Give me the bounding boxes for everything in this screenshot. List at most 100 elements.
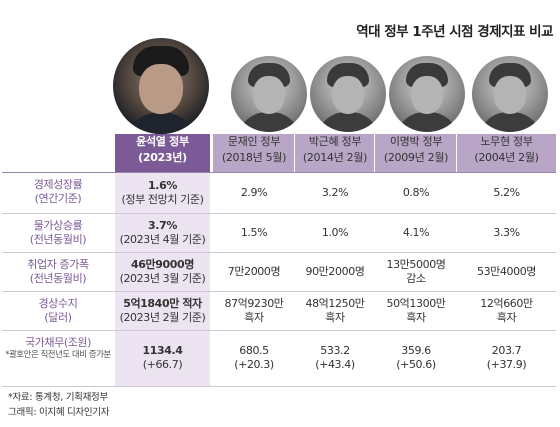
cell-line: 5억1840만 적자 xyxy=(123,296,202,310)
cell-line: (+37.9) xyxy=(486,358,527,371)
cell-line: 3.7% xyxy=(148,218,177,232)
row-divider xyxy=(2,330,556,331)
row-label-main: 국가채무(조원) xyxy=(24,336,92,349)
cell-line: 4.1% xyxy=(402,225,430,239)
cell-line: 0.8% xyxy=(402,185,430,199)
table-cell: 53만4000명 xyxy=(457,265,556,279)
cell-line: 50억1300만 xyxy=(386,296,446,310)
cell-line: 5.2% xyxy=(493,185,520,199)
cell-line: 87억9230만 xyxy=(224,296,284,310)
cell-line: 흑자 xyxy=(244,310,264,324)
table-cell: 3.3% xyxy=(457,226,556,240)
column-header-park: 박근혜 정부 (2014년 2월) xyxy=(295,134,375,170)
column-name: 이명박 정부 xyxy=(389,135,443,148)
header-divider xyxy=(456,134,457,172)
cell-line: 203.7 xyxy=(491,344,522,357)
row-label-main: 경제성장률 xyxy=(33,178,83,191)
cell-line: 1.0% xyxy=(321,225,349,239)
row-label-inflation: 물가상승률 (전년동월비) xyxy=(4,219,112,247)
cell-line: 13만5000명 xyxy=(386,257,446,271)
table-cell: 3.2% xyxy=(295,186,375,200)
cell-line: 3.2% xyxy=(321,185,349,199)
table-cell: 203.7 (+37.9) xyxy=(457,344,556,372)
portrait-park-icon xyxy=(310,56,386,132)
table-cell: 359.6 (+50.6) xyxy=(375,344,457,372)
table-cell: 1134.4 (+66.7) xyxy=(115,344,210,372)
table-cell: 2.9% xyxy=(213,186,295,200)
cell-line: 48억1250만 xyxy=(305,296,365,310)
row-label-employment: 취업자 증가폭 (전년동월비) xyxy=(4,258,112,286)
column-date: (2009년 2월) xyxy=(383,151,449,164)
cell-line: (+66.7) xyxy=(142,358,183,371)
table-cell: 50억1300만 흑자 xyxy=(375,297,457,325)
table-cell: 12억660만 흑자 xyxy=(457,297,556,325)
graphic-credit: 그래픽: 이지혜 디자인기자 xyxy=(8,407,110,418)
row-label-main: 경상수지 xyxy=(38,297,78,310)
cell-line: 2.9% xyxy=(240,185,268,199)
column-date: (2023년) xyxy=(138,151,187,164)
cell-line: 흑자 xyxy=(406,310,426,324)
row-label-note: *괄호안은 직전년도 대비 증가분 xyxy=(5,350,111,360)
header-divider xyxy=(374,134,375,172)
table-cell: 90만2000명 xyxy=(295,265,375,279)
column-date: (2014년 2월) xyxy=(302,151,368,164)
chart-title: 역대 정부 1주년 시점 경제지표 비교 xyxy=(356,24,553,40)
row-label-sub: (연간기준) xyxy=(34,192,82,205)
cell-line: (2023년 4월 기준) xyxy=(119,232,206,246)
column-header-moon: 문재인 정부 (2018년 5월) xyxy=(213,134,295,170)
cell-line: (2023년 3월 기준) xyxy=(119,271,206,285)
column-header-roh: 노무현 정부 (2004년 2월) xyxy=(457,134,556,170)
table-cell: 7만2000명 xyxy=(213,265,295,279)
row-label-current-account: 경상수지 (달러) xyxy=(4,297,112,325)
cell-line: 1.5% xyxy=(240,225,268,239)
table-cell: 3.7% (2023년 4월 기준) xyxy=(115,219,210,247)
table-cell: 0.8% xyxy=(375,186,457,200)
table-cell: 4.1% xyxy=(375,226,457,240)
row-divider xyxy=(2,386,556,387)
row-label-sub: (전년동월비) xyxy=(29,233,87,246)
cell-line: 53만4000명 xyxy=(476,264,537,278)
cell-line: (2023년 2월 기준) xyxy=(119,310,206,324)
portrait-moon-icon xyxy=(231,56,307,132)
cell-line: 680.5 xyxy=(239,344,269,357)
current-column-band xyxy=(115,134,210,387)
cell-line: 감소 xyxy=(406,271,426,285)
row-label-national-debt: 국가채무(조원) *괄호안은 직전년도 대비 증가분 xyxy=(4,336,112,360)
portrait-roh-icon xyxy=(472,56,548,132)
table-cell: 533.2 (+43.4) xyxy=(295,344,375,372)
row-divider xyxy=(2,172,556,173)
row-divider xyxy=(2,291,556,292)
cell-line: 533.2 xyxy=(320,344,350,357)
table-cell: 1.5% xyxy=(213,226,295,240)
cell-line: 3.3% xyxy=(493,225,520,239)
column-date: (2004년 2월) xyxy=(474,151,539,164)
row-label-growth: 경제성장률 (연간기준) xyxy=(4,178,112,206)
cell-line: (+20.3) xyxy=(234,358,274,371)
portrait-lee-icon xyxy=(389,56,465,132)
column-name: 윤석열 정부 xyxy=(136,135,189,148)
cell-line: 1134.4 xyxy=(142,344,183,357)
header-divider xyxy=(294,134,295,172)
cell-line: (정부 전망치 기준) xyxy=(121,192,204,206)
column-header-lee: 이명박 정부 (2009년 2월) xyxy=(375,134,457,170)
row-divider xyxy=(2,252,556,253)
header-band xyxy=(213,134,556,172)
table-cell: 680.5 (+20.3) xyxy=(213,344,295,372)
source-block: *자료: 통계청, 기획재정부 그래픽: 이지혜 디자인기자 xyxy=(8,390,109,420)
table-cell: 1.6% (정부 전망치 기준) xyxy=(115,179,210,207)
cell-line: 12억660만 xyxy=(480,296,533,310)
cell-line: 7만2000명 xyxy=(227,264,281,278)
cell-line: 흑자 xyxy=(325,310,345,324)
table-cell: 48억1250만 흑자 xyxy=(295,297,375,325)
current-header-band xyxy=(115,134,210,172)
table-cell: 1.0% xyxy=(295,226,375,240)
cell-line: 90만2000명 xyxy=(305,264,365,278)
cell-line: 359.6 xyxy=(401,344,431,357)
table-cell: 87억9230만 흑자 xyxy=(213,297,295,325)
column-name: 문재인 정부 xyxy=(227,135,281,148)
column-name: 박근혜 정부 xyxy=(308,135,362,148)
source-note: *자료: 통계청, 기획재정부 xyxy=(8,392,108,403)
row-label-main: 물가상승률 xyxy=(33,219,83,232)
cell-line: 흑자 xyxy=(496,310,517,324)
table-cell: 5억1840만 적자 (2023년 2월 기준) xyxy=(115,297,210,325)
